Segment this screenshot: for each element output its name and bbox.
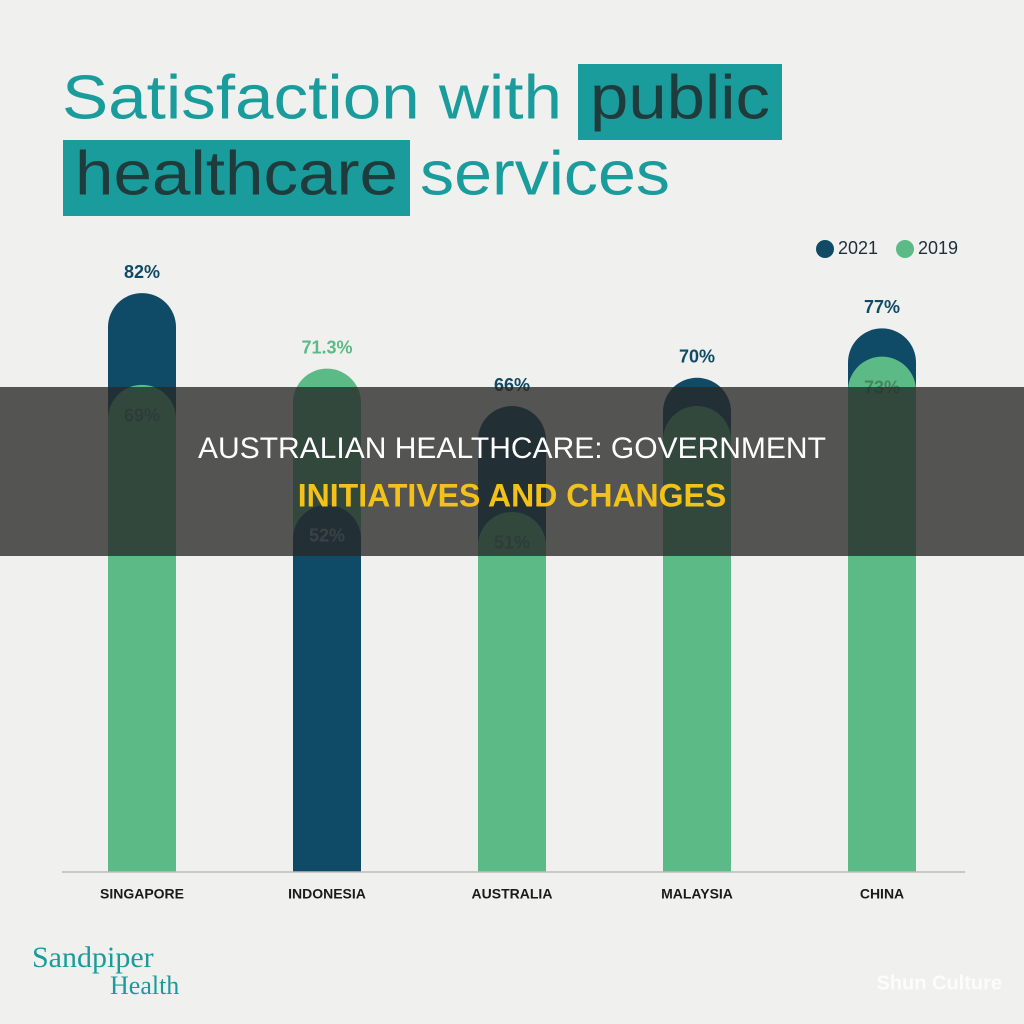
legend-label: 2021: [838, 238, 878, 258]
title-highlight: [63, 140, 410, 216]
value-label: 82%: [124, 262, 160, 282]
x-tick-label: INDONESIA: [288, 886, 366, 902]
banner-line: AUSTRALIAN HEALTHCARE: GOVERNMENT: [198, 432, 826, 465]
x-tick-label: AUSTRALIA: [472, 886, 553, 902]
x-tick-label: CHINA: [860, 886, 904, 902]
title-part: Satisfaction with: [62, 63, 562, 132]
title-part: public: [590, 63, 770, 132]
legend-swatch: [896, 240, 914, 258]
x-tick-label: MALAYSIA: [661, 886, 733, 902]
banner-line: INITIATIVES AND CHANGES: [298, 477, 726, 513]
x-tick-label: SINGAPORE: [100, 886, 184, 902]
bar: [293, 504, 361, 872]
legend-label: 2019: [918, 238, 958, 258]
value-label: 77%: [864, 297, 900, 317]
banner-band: [0, 387, 1024, 556]
title-part: services: [420, 139, 670, 208]
watermark: Shun Culture: [876, 972, 1002, 994]
title-part: healthcare: [75, 139, 398, 208]
legend-swatch: [816, 240, 834, 258]
bar: [478, 511, 546, 872]
title-highlight: [578, 64, 782, 140]
logo-text: Health: [110, 971, 179, 1000]
logo-text: Sandpiper: [32, 941, 154, 974]
value-label: 70%: [679, 347, 715, 367]
value-label: 71.3%: [301, 337, 352, 357]
